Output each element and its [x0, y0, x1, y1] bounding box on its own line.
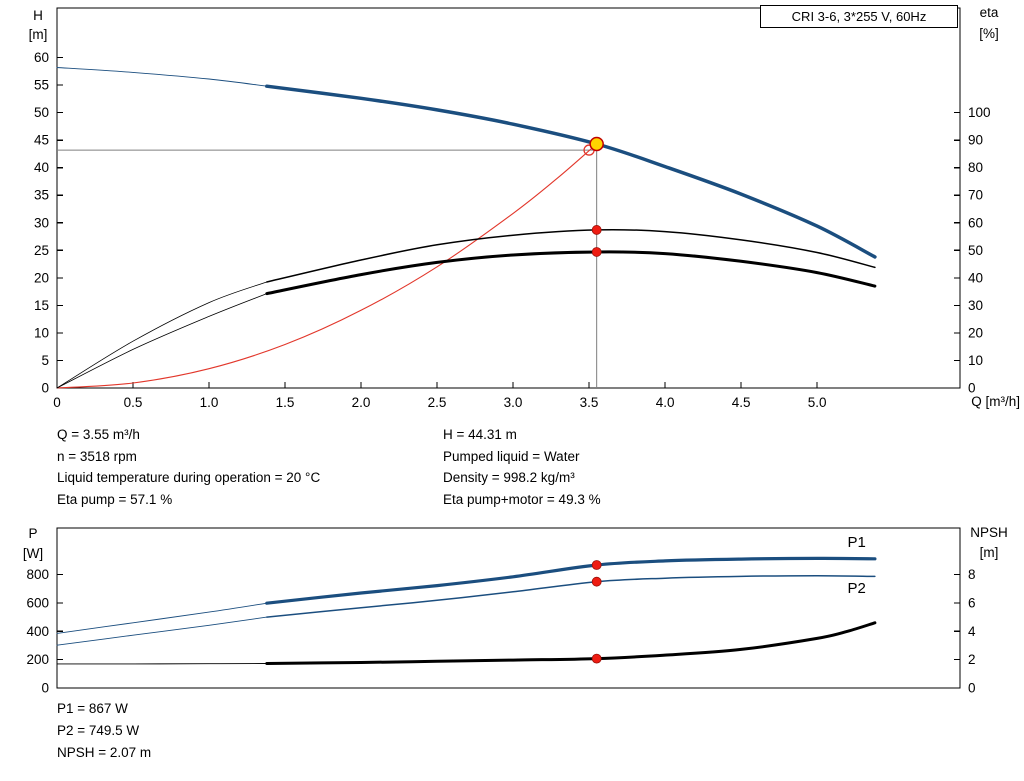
svg-text:45: 45 [34, 133, 49, 148]
svg-text:8: 8 [968, 567, 976, 582]
svg-text:3.5: 3.5 [580, 395, 599, 410]
svg-text:NPSH: NPSH [970, 525, 1008, 540]
info-density: Density = 998.2 kg/m³ [443, 470, 575, 485]
info-eta-pump: Eta pump = 57.1 % [57, 491, 173, 507]
svg-text:90: 90 [968, 133, 983, 148]
svg-text:600: 600 [26, 595, 49, 610]
power-info: P1 = 867 W P2 = 749.5 W NPSH = 2.07 m [57, 698, 151, 764]
svg-text:55: 55 [34, 78, 49, 93]
svg-text:20: 20 [34, 270, 49, 285]
qh-eta-chart-labels: 0 5 10 15 20 25 30 35 40 45 50 55 60 0 10 20 30 40 50 60 70 8… [29, 5, 1020, 410]
svg-text:0: 0 [53, 395, 61, 410]
system-curve [56, 143, 598, 389]
info-flow: Q = 3.55 m³/h [57, 427, 140, 442]
svg-text:H: H [33, 8, 43, 23]
operating-dot-eta-pump-curve [591, 225, 602, 235]
svg-text:4.5: 4.5 [732, 395, 751, 410]
svg-text:30: 30 [968, 298, 983, 313]
svg-text:4: 4 [968, 624, 976, 639]
svg-text:15: 15 [34, 298, 49, 313]
svg-text:0.5: 0.5 [124, 395, 143, 410]
svg-text:0: 0 [968, 681, 976, 696]
svg-text:eta: eta [980, 5, 999, 20]
svg-text:[m]: [m] [29, 27, 48, 42]
svg-text:10: 10 [968, 353, 983, 368]
eta-pump-curve-thin [56, 281, 268, 389]
eta-pump-motor-curve [265, 250, 877, 296]
svg-text:[%]: [%] [979, 26, 999, 41]
info-p1: P1 = 867 W [57, 701, 128, 716]
series-label-P1: P1 [848, 534, 866, 551]
svg-text:20: 20 [968, 325, 983, 340]
duty-crosshair [57, 143, 598, 388]
svg-text:60: 60 [34, 50, 49, 65]
operating-dot-p1-curve [591, 560, 602, 570]
info-p2: P2 = 749.5 W [57, 723, 140, 738]
operating-dot-eta-pump-motor-curve [591, 247, 602, 257]
svg-text:70: 70 [968, 188, 983, 203]
svg-text:2: 2 [968, 652, 976, 667]
svg-text:10: 10 [34, 325, 49, 340]
info-speed: n = 3518 rpm [57, 448, 137, 464]
qh-eta-chart-markers [583, 136, 604, 257]
p2-curve [266, 574, 876, 618]
svg-text:400: 400 [26, 624, 49, 639]
svg-text:3.0: 3.0 [504, 395, 523, 410]
info-eta-pump-motor: Eta pump+motor = 49.3 % [443, 491, 601, 507]
power-npsh-chart-axes [56, 527, 961, 689]
svg-text:[m]: [m] [980, 545, 999, 560]
svg-text:0: 0 [968, 381, 976, 396]
svg-text:35: 35 [34, 188, 49, 203]
p1-curve-thin [56, 602, 268, 634]
svg-text:25: 25 [34, 243, 49, 258]
svg-text:80: 80 [968, 160, 983, 175]
info-head: H = 44.31 m [443, 427, 517, 442]
qh-eta-chart-curves [56, 67, 877, 389]
power-npsh-chart-curves [56, 556, 877, 665]
series-label-P2: P2 [848, 580, 866, 597]
svg-text:6: 6 [968, 595, 976, 610]
svg-text:50: 50 [34, 105, 49, 120]
power-npsh-chart-markers [591, 560, 602, 664]
svg-text:1.5: 1.5 [276, 395, 295, 410]
duty-info-right: H = 44.31 m Pumped liquid = Water Densit… [443, 424, 601, 510]
info-npsh: NPSH = 2.07 m [57, 745, 152, 760]
qh-eta-chart-axes [56, 7, 961, 389]
svg-text:2.5: 2.5 [428, 395, 447, 410]
svg-text:5: 5 [41, 353, 49, 368]
duty-info-left: Q = 3.55 m³/h n = 3518 rpm Liquid temper… [57, 424, 320, 510]
info-pumped-liquid: Pumped liquid = Water [443, 448, 580, 464]
svg-text:Q [m³/h]: Q [m³/h] [971, 394, 1020, 409]
npsh-curve [265, 621, 877, 665]
svg-text:0: 0 [41, 681, 49, 696]
pump-model-box: CRI 3-6, 3*255 V, 60Hz [760, 5, 958, 28]
p2-curve-thin [56, 616, 268, 646]
svg-text:[W]: [W] [23, 546, 43, 561]
svg-text:2.0: 2.0 [352, 395, 371, 410]
svg-text:50: 50 [968, 243, 983, 258]
svg-text:100: 100 [968, 105, 991, 120]
duty-point-marker [589, 136, 604, 152]
svg-text:40: 40 [34, 160, 49, 175]
svg-text:200: 200 [26, 652, 49, 667]
svg-text:P: P [28, 526, 37, 541]
svg-text:800: 800 [26, 567, 49, 582]
p1-curve [265, 556, 877, 605]
svg-text:4.0: 4.0 [656, 395, 675, 410]
svg-text:0: 0 [41, 381, 49, 396]
svg-text:1.0: 1.0 [200, 395, 219, 410]
power-npsh-chart-labels: 0 200 400 600 800 0 2 4 6 8 P [W] NPSH [m] [23, 525, 1008, 696]
pump-qh-curve-thin [56, 67, 268, 87]
info-liquid-temp: Liquid temperature during operation = 20… [57, 470, 321, 485]
eta-pump-motor-curve-thin [56, 293, 268, 389]
svg-text:40: 40 [968, 270, 983, 285]
svg-text:30: 30 [34, 215, 49, 230]
operating-dot-p2-curve [591, 576, 602, 587]
svg-text:60: 60 [968, 215, 983, 230]
operating-dot-npsh-curve [591, 653, 602, 664]
svg-text:5.0: 5.0 [808, 395, 827, 410]
